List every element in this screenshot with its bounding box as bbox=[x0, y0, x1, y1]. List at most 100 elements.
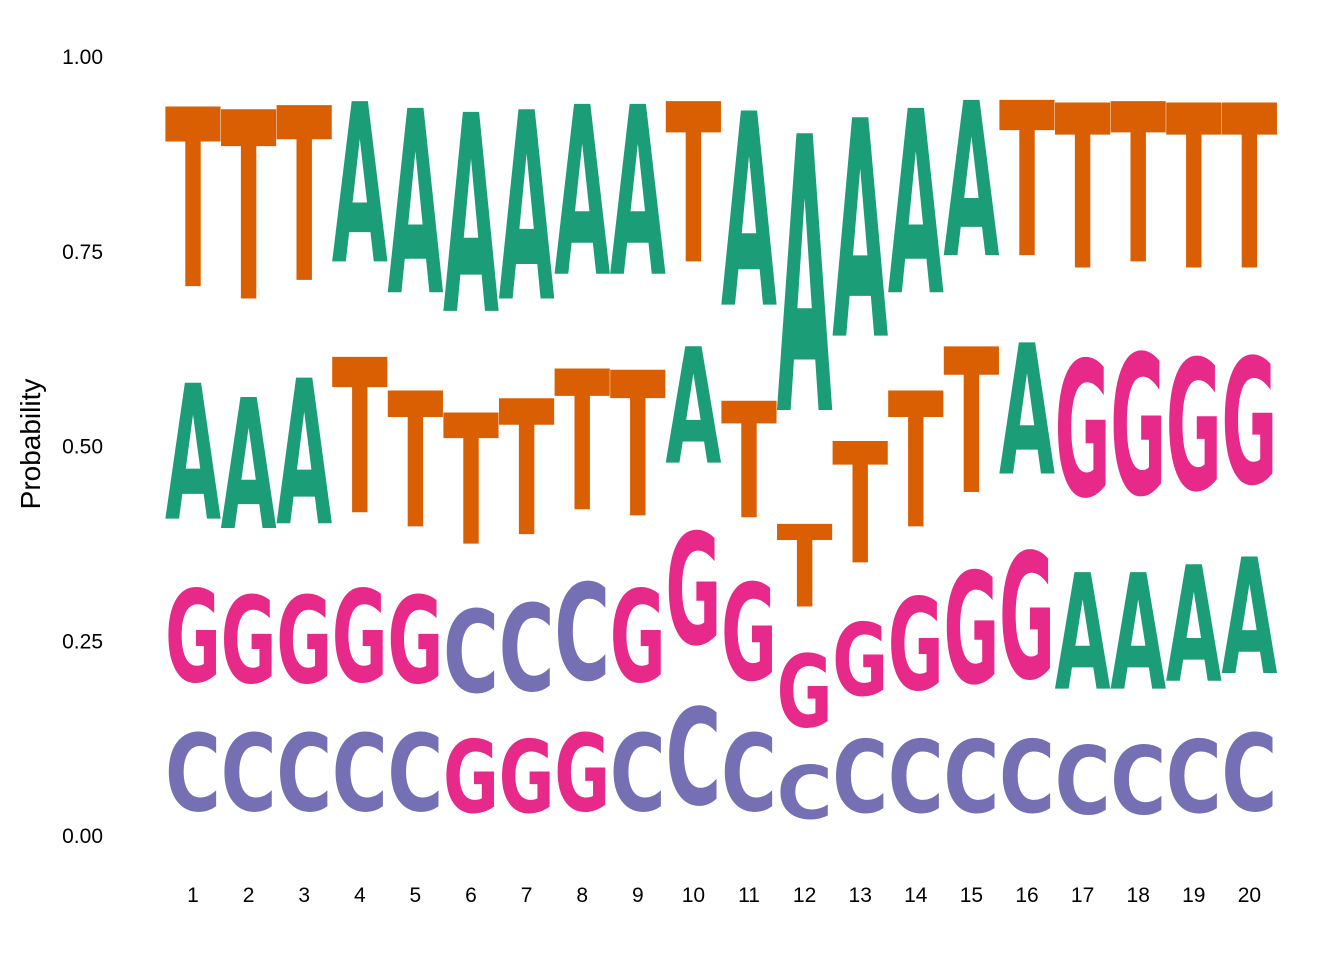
y-tick-label: 0.25 bbox=[62, 630, 103, 653]
x-tick-label: 9 bbox=[632, 884, 644, 907]
svg-text:A: A bbox=[721, 59, 777, 369]
logo-letter-G: G bbox=[554, 713, 610, 837]
logo-letter-G: G bbox=[165, 564, 221, 711]
svg-text:T: T bbox=[387, 353, 443, 570]
svg-text:C: C bbox=[443, 586, 499, 719]
x-tick-label: 4 bbox=[354, 884, 366, 907]
logo-letter-T: T bbox=[832, 408, 888, 602]
y-tick-label: 0.50 bbox=[62, 436, 103, 459]
logo-letter-C: C bbox=[276, 712, 332, 836]
svg-text:G: G bbox=[387, 571, 443, 711]
logo-letter-T: T bbox=[276, 59, 332, 337]
svg-text:A: A bbox=[665, 316, 721, 502]
logo-letter-C: C bbox=[499, 579, 555, 719]
logo-letter-T: T bbox=[1166, 59, 1222, 322]
x-tick-label: 3 bbox=[298, 884, 310, 907]
svg-text:T: T bbox=[832, 408, 888, 602]
x-tick-label: 15 bbox=[960, 884, 983, 907]
svg-text:G: G bbox=[610, 564, 666, 711]
logo-letter-C: C bbox=[665, 680, 721, 836]
svg-text:T: T bbox=[332, 316, 388, 564]
svg-text:C: C bbox=[165, 712, 221, 836]
logo-letter-G: G bbox=[1110, 316, 1166, 540]
svg-text:T: T bbox=[1110, 59, 1166, 315]
svg-text:A: A bbox=[610, 58, 666, 329]
logo-letter-G: G bbox=[387, 571, 443, 711]
x-tick-label: 19 bbox=[1182, 884, 1205, 907]
logo-letter-G: G bbox=[443, 721, 499, 837]
logo-letter-T: T bbox=[499, 361, 555, 578]
logo-letter-T: T bbox=[888, 353, 944, 570]
svg-text:C: C bbox=[1055, 728, 1111, 836]
x-tick-label: 17 bbox=[1071, 884, 1094, 907]
logo-letter-A: A bbox=[610, 58, 666, 329]
logo-letter-T: T bbox=[721, 369, 777, 555]
logo-letter-G: G bbox=[332, 564, 388, 711]
svg-text:C: C bbox=[499, 579, 555, 719]
logo-letter-A: A bbox=[999, 308, 1055, 517]
svg-text:T: T bbox=[721, 369, 777, 555]
svg-text:A: A bbox=[1055, 542, 1111, 728]
logo-letter-G: G bbox=[221, 571, 277, 711]
svg-text:T: T bbox=[943, 308, 999, 541]
svg-text:T: T bbox=[165, 59, 221, 345]
logo-letter-T: T bbox=[665, 59, 721, 315]
svg-text:G: G bbox=[1166, 324, 1222, 533]
svg-text:T: T bbox=[443, 376, 499, 586]
svg-text:T: T bbox=[665, 59, 721, 315]
svg-text:C: C bbox=[832, 720, 888, 836]
svg-text:G: G bbox=[221, 571, 277, 711]
logo-letter-G: G bbox=[1166, 324, 1222, 533]
svg-text:C: C bbox=[1221, 712, 1277, 836]
svg-text:G: G bbox=[999, 518, 1055, 719]
logo-letter-G: G bbox=[276, 571, 332, 711]
svg-text:G: G bbox=[888, 572, 944, 719]
logo-letter-T: T bbox=[554, 330, 610, 555]
x-axis-ticks: 1 2 3 4 5 6 7 8 9 10 11 12 13 14 15 16 17 18 19 20 bbox=[187, 884, 1261, 907]
svg-text:T: T bbox=[610, 331, 666, 564]
logo-letter-A: A bbox=[332, 57, 388, 314]
logo-letter-C: C bbox=[1166, 720, 1222, 836]
logo-letter-C: C bbox=[721, 712, 777, 836]
svg-text:A: A bbox=[777, 58, 834, 500]
logo-letter-T: T bbox=[1055, 59, 1111, 322]
logo-letter-T: T bbox=[610, 331, 666, 564]
x-tick-label: 2 bbox=[243, 884, 255, 907]
svg-text:G: G bbox=[276, 571, 332, 711]
svg-text:G: G bbox=[332, 564, 388, 711]
svg-text:G: G bbox=[1055, 324, 1111, 540]
logo-letter-G: G bbox=[665, 501, 721, 679]
svg-text:T: T bbox=[1166, 59, 1222, 322]
svg-text:A: A bbox=[276, 340, 332, 571]
logo-letter-G: G bbox=[888, 572, 944, 719]
x-tick-label: 13 bbox=[849, 884, 872, 907]
logo-letter-T: T bbox=[443, 376, 499, 586]
logo-letter-A: A bbox=[777, 58, 834, 500]
svg-text:C: C bbox=[610, 712, 666, 836]
svg-text:A: A bbox=[1166, 534, 1222, 720]
svg-text:C: C bbox=[943, 720, 999, 836]
logo-letter-A: A bbox=[1110, 542, 1166, 728]
logo-letter-C: C bbox=[165, 712, 221, 836]
logo-letter-A: A bbox=[665, 316, 721, 502]
logo-letter-T: T bbox=[221, 58, 277, 360]
svg-text:G: G bbox=[443, 721, 499, 837]
svg-text:G: G bbox=[832, 604, 888, 720]
svg-text:C: C bbox=[387, 712, 443, 836]
svg-text:C: C bbox=[665, 680, 721, 836]
svg-text:A: A bbox=[554, 58, 610, 329]
letter-stacks: CGATCGATCGATCGTACGTAGCTAGCTAGCTACGTACGAT… bbox=[165, 57, 1277, 837]
svg-text:G: G bbox=[777, 635, 833, 751]
svg-text:A: A bbox=[499, 57, 555, 359]
svg-text:A: A bbox=[387, 57, 443, 352]
x-tick-label: 20 bbox=[1238, 884, 1261, 907]
svg-text:G: G bbox=[499, 721, 555, 837]
svg-text:C: C bbox=[1166, 720, 1222, 836]
y-axis-ticks: 0.00 0.25 0.50 0.75 1.00 bbox=[62, 46, 103, 848]
logo-letter-G: G bbox=[1221, 324, 1277, 525]
logo-letter-C: C bbox=[387, 712, 443, 836]
logo-letter-C: C bbox=[554, 555, 610, 711]
svg-text:A: A bbox=[332, 57, 388, 314]
logo-letter-A: A bbox=[499, 57, 555, 359]
